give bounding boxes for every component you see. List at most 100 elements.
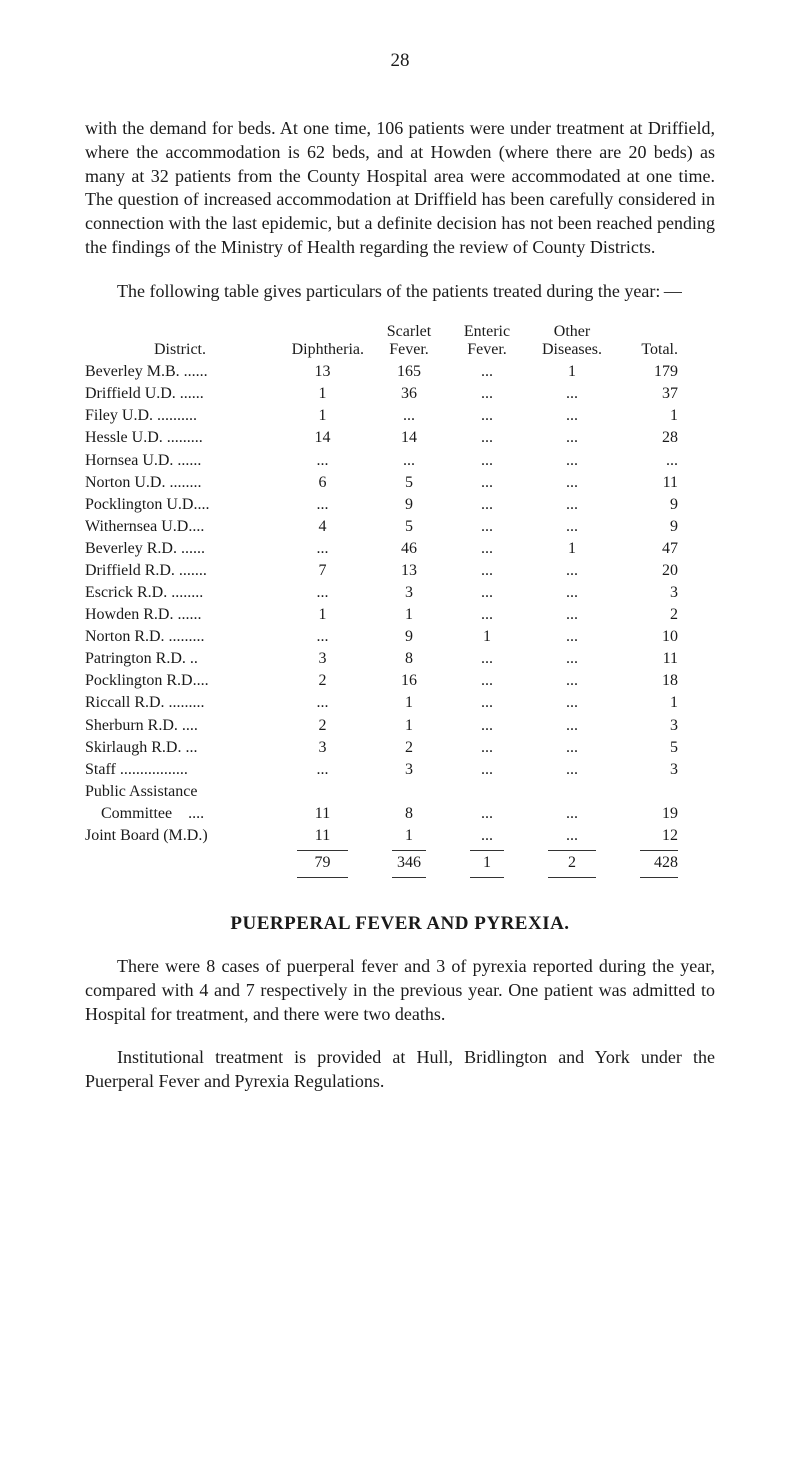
cell: Hessle U.D. ......... [85,427,275,449]
cell: 12 [618,825,678,847]
table-totals-row: 79 346 1 2 428 [85,852,715,874]
cell: ... [370,405,448,427]
cell: 3 [618,715,678,737]
cell: 16 [370,670,448,692]
table-row: Filey U.D. ..........1.........1 [85,405,715,427]
cell: 19 [618,803,678,825]
cell: Driffield R.D. ....... [85,560,275,582]
cell: 37 [618,383,678,405]
cell: ... [448,361,526,383]
cell: ... [448,405,526,427]
cell: ... [448,427,526,449]
cell: ... [526,427,618,449]
cell: 11 [275,825,370,847]
cell: 1 [370,692,448,714]
cell: 3 [370,582,448,604]
cell [526,781,618,803]
cell: Hornsea U.D. ...... [85,450,275,472]
cell: 11 [618,472,678,494]
cell: 9 [618,494,678,516]
cell: 1 [618,692,678,714]
table-rule-bottom [85,874,715,879]
cell: 13 [275,361,370,383]
cell: Driffield U.D. ...... [85,383,275,405]
cell: 2 [618,604,678,626]
cell: ... [275,692,370,714]
cell: 1 [370,825,448,847]
cell: Pocklington R.D.... [85,670,275,692]
totals-other: 2 [526,852,618,874]
cell: 7 [275,560,370,582]
cell: ... [526,494,618,516]
cell: ... [448,803,526,825]
cell: ... [275,582,370,604]
section-heading: PUERPERAL FEVER AND PYREXIA. [85,913,715,935]
cell: ... [448,692,526,714]
cell: Staff ................. [85,759,275,781]
cell: 8 [370,803,448,825]
cell: ... [526,560,618,582]
cell: ... [526,405,618,427]
cell: ... [448,759,526,781]
cell: 165 [370,361,448,383]
paragraph-1: with the demand for beds. At one time, 1… [85,117,715,260]
cell: 5 [618,737,678,759]
cell: ... [448,516,526,538]
page-number: 28 [85,50,715,72]
cell: ... [448,648,526,670]
cell: Sherburn R.D. .... [85,715,275,737]
cell [448,781,526,803]
table-row: Hessle U.D. .........1414......28 [85,427,715,449]
cell: ... [448,737,526,759]
cell: ... [526,450,618,472]
th-district: District. [85,341,275,359]
cell: 1 [618,405,678,427]
cell: ... [526,383,618,405]
cell: 9 [370,494,448,516]
cell: 1 [448,626,526,648]
cell: ... [448,472,526,494]
table-row: Howden R.D. ......11......2 [85,604,715,626]
th-other-top: Other [526,323,618,341]
cell: ... [275,494,370,516]
cell: ... [448,670,526,692]
cell: ... [448,494,526,516]
cell: 1 [526,361,618,383]
cell: ... [526,516,618,538]
th-scarlet-top: Scarlet [370,323,448,341]
table-row: Driffield R.D. .......713......20 [85,560,715,582]
cell: 1 [275,383,370,405]
totals-district [85,852,275,874]
table-row: Hornsea U.D. ..................... [85,450,715,472]
cell: 179 [618,361,678,383]
cell: ... [526,626,618,648]
cell: ... [448,582,526,604]
paragraph-2: The following table gives particulars of… [85,280,715,304]
cell: ... [526,472,618,494]
cell: 36 [370,383,448,405]
cell: Committee .... [85,803,275,825]
cell: ... [526,803,618,825]
cell: 5 [370,516,448,538]
cell: ... [526,825,618,847]
table-row: Skirlaugh R.D. ...32......5 [85,737,715,759]
patient-table: Scarlet Enteric Other District. Diphther… [85,323,715,879]
cell: 8 [370,648,448,670]
paragraph-4: Institutional treatment is provided at H… [85,1046,715,1094]
cell: 13 [370,560,448,582]
cell: 1 [275,405,370,427]
cell: Beverley R.D. ...... [85,538,275,560]
cell: ... [526,692,618,714]
cell: ... [448,450,526,472]
cell: 9 [370,626,448,648]
cell: Riccall R.D. ......... [85,692,275,714]
cell: ... [526,759,618,781]
cell: 1 [370,604,448,626]
table-row: Committee ....118......19 [85,803,715,825]
table-row: Joint Board (M.D.)111......12 [85,825,715,847]
cell: ... [526,737,618,759]
cell: Public Assistance [85,781,275,803]
cell: ... [448,825,526,847]
totals-scarlet: 346 [370,852,448,874]
cell: 20 [618,560,678,582]
